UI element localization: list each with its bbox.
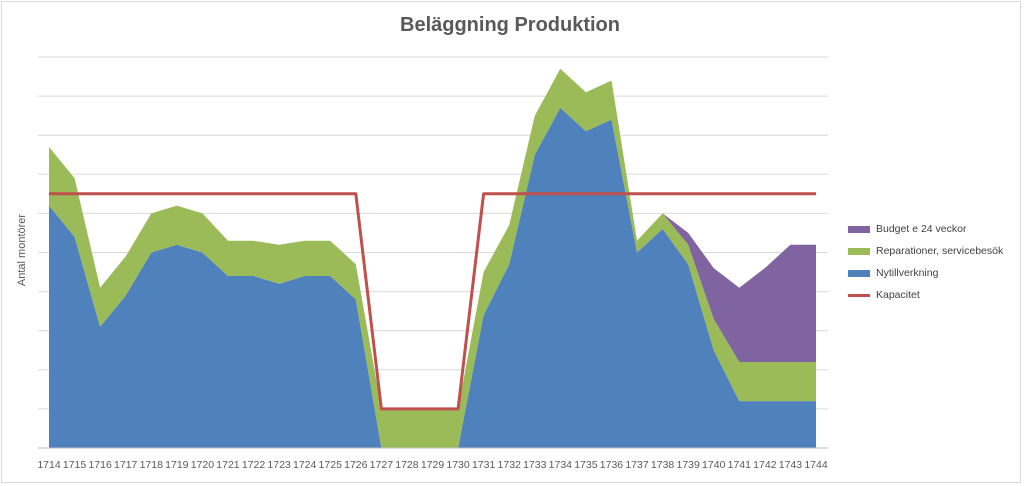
x-tick-label: 1724 — [293, 459, 317, 471]
x-tick-label: 1744 — [804, 459, 828, 471]
x-tick-label: 1716 — [88, 459, 112, 471]
legend-swatch — [848, 247, 870, 255]
x-tick-label: 1741 — [728, 459, 752, 471]
legend-item: Budget e 24 veckor — [848, 218, 1003, 240]
area-series-reparationer-servicebes-k — [49, 68, 816, 448]
x-tick-label: 1729 — [421, 459, 445, 471]
legend-label: Nytillverkning — [876, 267, 939, 279]
x-tick-label: 1722 — [242, 459, 266, 471]
chart-title: Beläggning Produktion — [400, 14, 620, 36]
x-tick-label: 1738 — [651, 459, 675, 471]
x-tick-label: 1715 — [63, 459, 87, 471]
legend-swatch — [848, 293, 870, 297]
x-tick-label: 1743 — [779, 459, 803, 471]
line-series-kapacitet — [49, 192, 816, 411]
x-tick-label: 1732 — [498, 459, 522, 471]
x-tick-label: 1731 — [472, 459, 496, 471]
x-tick-label: 1714 — [37, 459, 61, 471]
x-tick-label: 1718 — [140, 459, 164, 471]
legend-item: Kapacitet — [848, 284, 1003, 306]
legend-label: Kapacitet — [876, 289, 920, 301]
x-tick-label: 1742 — [753, 459, 777, 471]
x-tick-label: 1726 — [344, 459, 368, 471]
x-tick-label: 1730 — [446, 459, 470, 471]
x-tick-label: 1725 — [319, 459, 343, 471]
legend-item: Reparationer, servicebesök — [848, 240, 1003, 262]
x-tick-label: 1719 — [165, 459, 189, 471]
x-tick-label: 1734 — [549, 459, 573, 471]
x-tick-label: 1739 — [676, 459, 700, 471]
x-tick-label: 1736 — [600, 459, 624, 471]
legend-label: Reparationer, servicebesök — [876, 245, 1004, 257]
x-tick-label: 1721 — [216, 459, 240, 471]
legend-item: Nytillverkning — [848, 262, 1003, 284]
x-tick-label: 1728 — [395, 459, 419, 471]
legend-label: Budget e 24 veckor — [876, 223, 967, 235]
x-tick-label: 1727 — [370, 459, 394, 471]
legend-swatch — [848, 225, 870, 233]
legend: Budget e 24 veckor Reparationer, serviceb… — [848, 218, 1003, 306]
x-tick-label: 1733 — [523, 459, 547, 471]
x-tick-label: 1737 — [625, 459, 649, 471]
x-tick-label: 1720 — [191, 459, 215, 471]
x-tick-label: 1717 — [114, 459, 138, 471]
x-tick-label: 1740 — [702, 459, 726, 471]
x-tick-label: 1735 — [574, 459, 598, 471]
legend-swatch — [848, 269, 870, 277]
x-tick-label: 1723 — [267, 459, 291, 471]
